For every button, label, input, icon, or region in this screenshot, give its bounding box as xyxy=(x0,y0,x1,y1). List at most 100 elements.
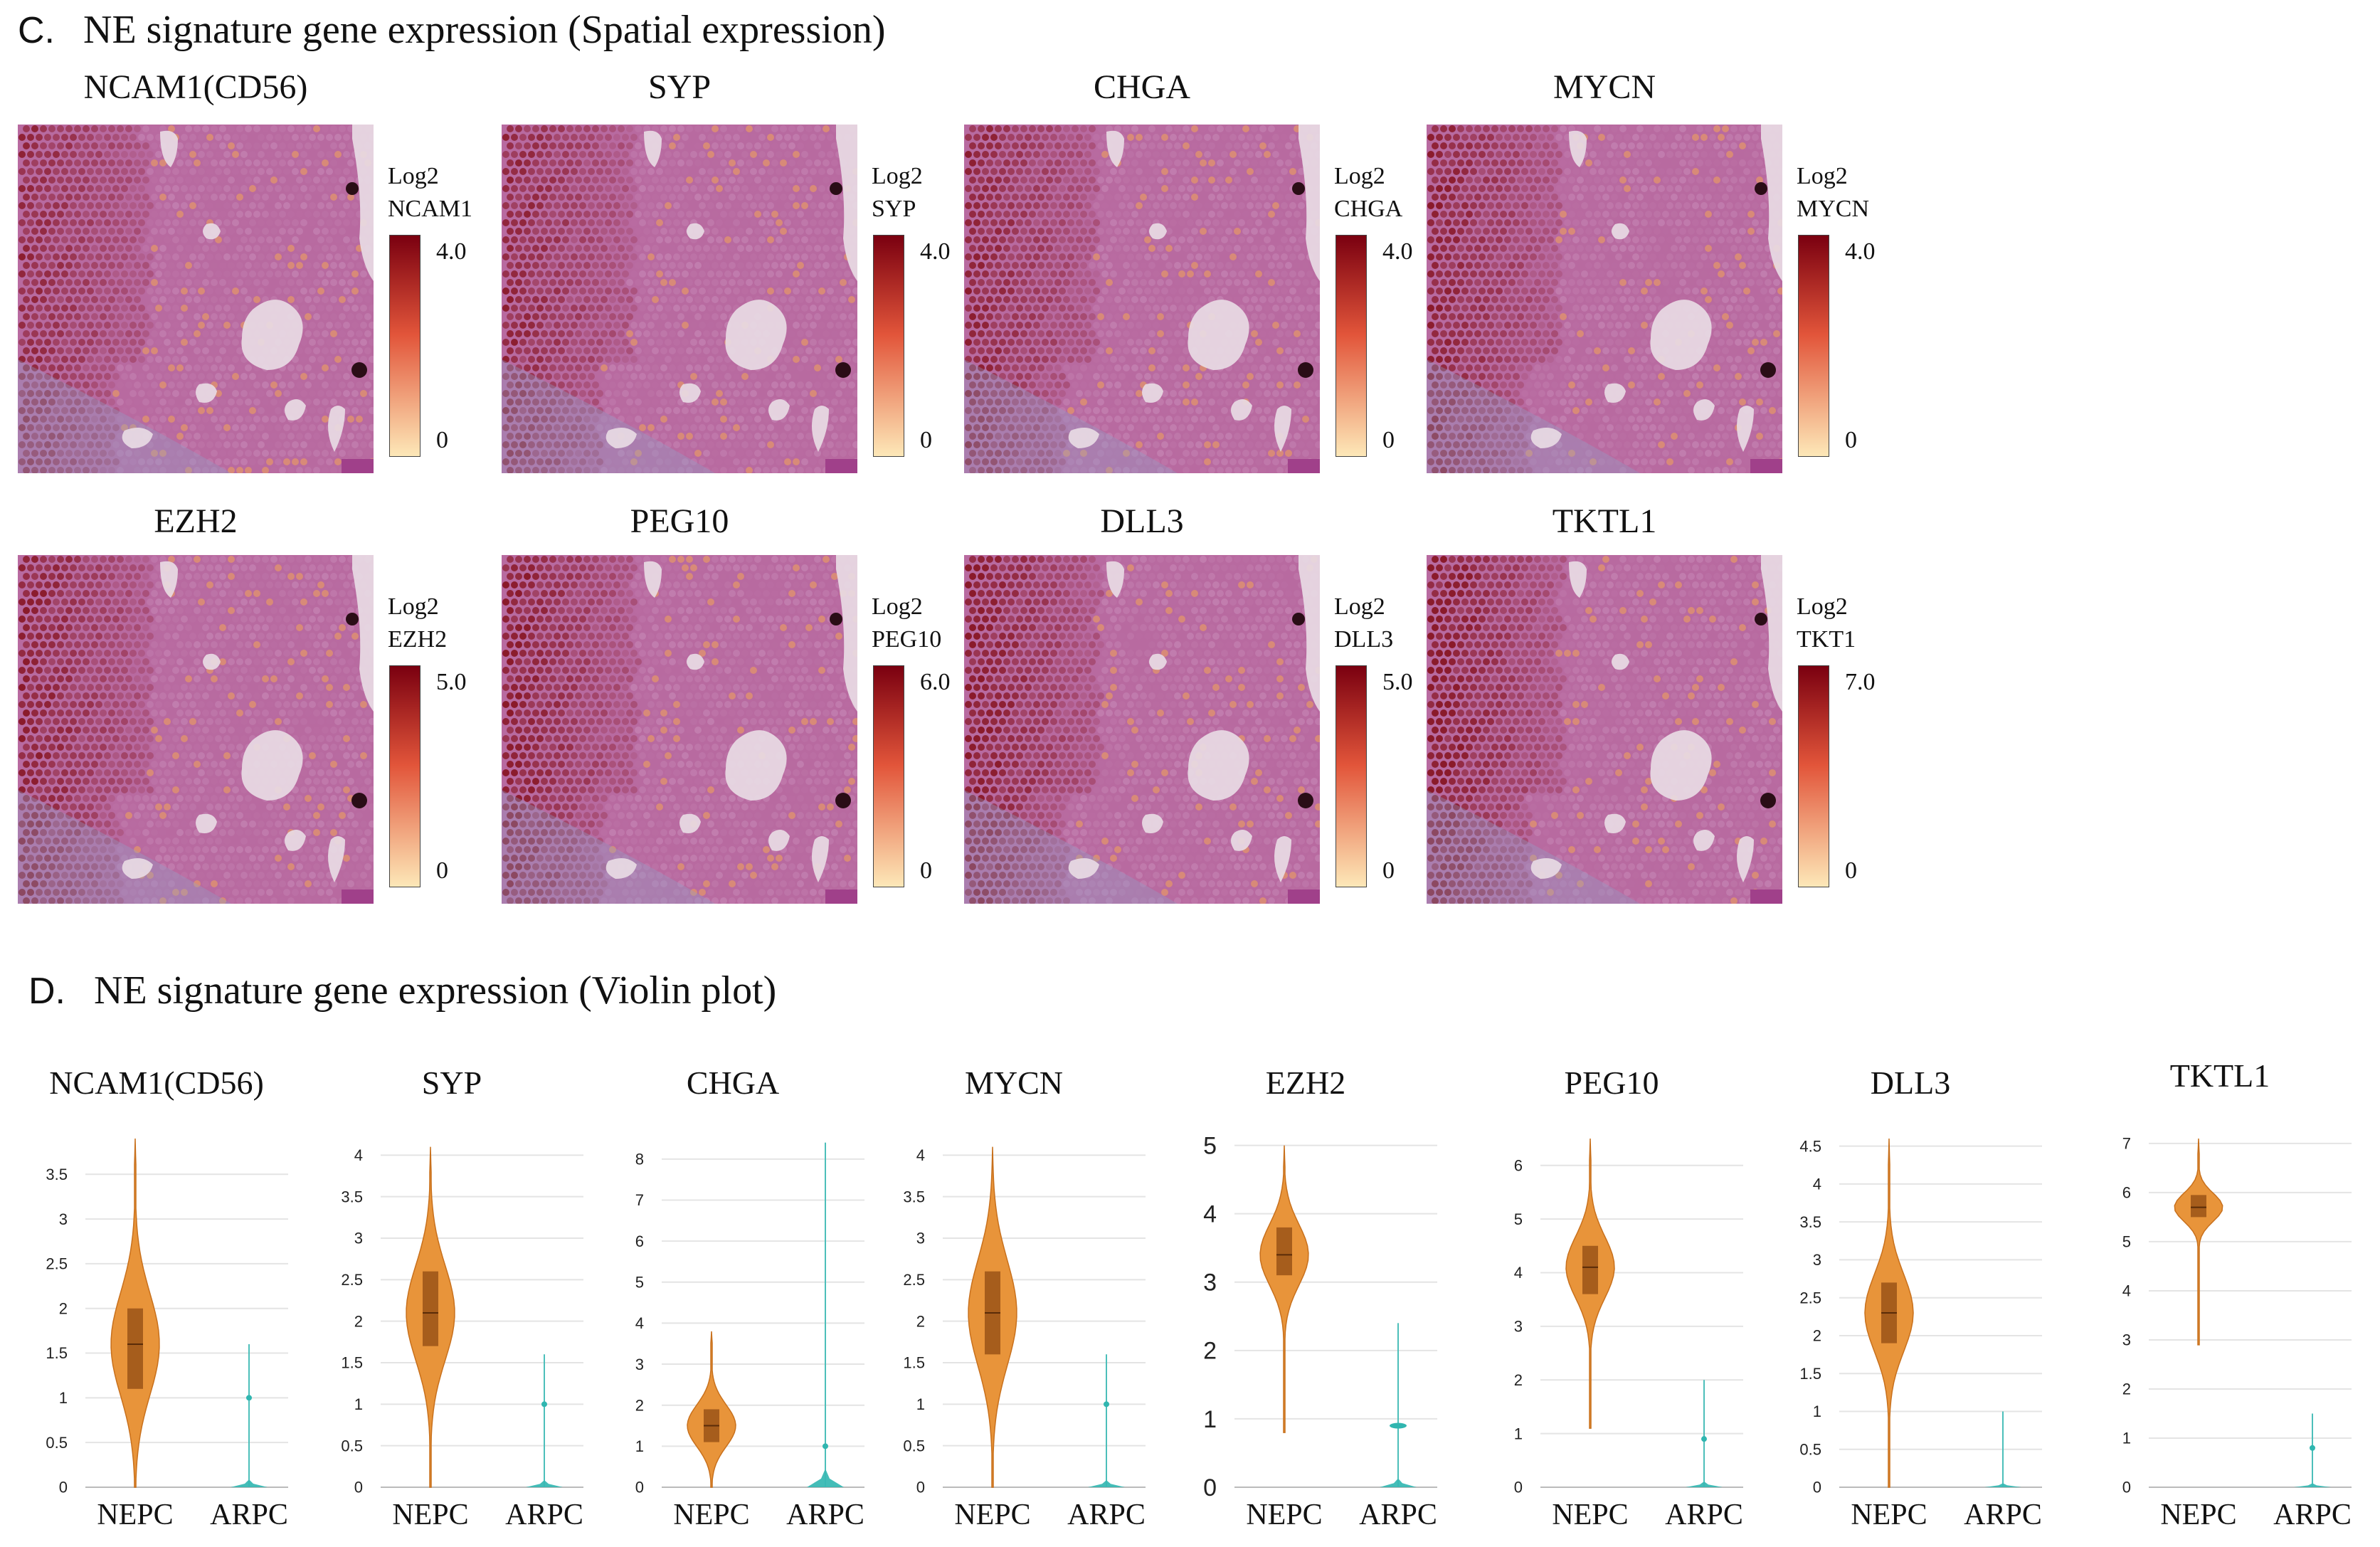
y-tick-label: 4 xyxy=(1514,1264,1523,1282)
colorbar-min-label: 0 xyxy=(920,427,932,453)
point-arpc xyxy=(541,1401,547,1408)
colorbar-min-label: 0 xyxy=(1382,857,1395,884)
x-category-label: NEPC xyxy=(954,1499,1030,1531)
colorbar-gradient xyxy=(389,665,421,887)
y-tick-label: 1 xyxy=(1203,1406,1217,1433)
colorbar-gradient xyxy=(1798,235,1829,457)
violin-nepc xyxy=(2174,1138,2223,1346)
y-tick-label: 1 xyxy=(354,1395,363,1413)
colorbar-gene: MYCN xyxy=(1797,196,1870,222)
y-tick-label: 4 xyxy=(2122,1282,2131,1300)
box-nepc xyxy=(2191,1195,2206,1218)
y-tick-label: 0 xyxy=(2122,1479,2131,1496)
spatial-tissue-map xyxy=(502,125,857,473)
y-tick-label: 1 xyxy=(1813,1403,1821,1420)
y-tick-label: 3 xyxy=(1813,1251,1821,1269)
colorbar-max-label: 4.0 xyxy=(1845,238,1876,265)
y-tick-label: 3 xyxy=(916,1230,925,1247)
spatial-panel-title: CHGA xyxy=(1093,68,1190,106)
y-tick-label: 5 xyxy=(2122,1233,2131,1251)
y-tick-label: 1 xyxy=(916,1395,925,1413)
y-tick-label: 0 xyxy=(1203,1474,1217,1501)
colorbar-gene: NCAM1 xyxy=(388,196,473,222)
colorbar-max-label: 4.0 xyxy=(436,238,467,265)
y-tick-label: 3 xyxy=(1203,1269,1217,1297)
violin-title: EZH2 xyxy=(1265,1065,1346,1101)
colorbar-prefix: Log2 xyxy=(1334,163,1385,189)
colorbar-gene: SYP xyxy=(872,196,916,222)
box-nepc xyxy=(423,1271,438,1346)
colorbar-gradient xyxy=(389,235,421,457)
colorbar-prefix: Log2 xyxy=(1797,163,1848,189)
violin-title: MYCN xyxy=(964,1065,1064,1101)
colorbar-prefix: Log2 xyxy=(388,163,439,189)
y-tick-label: 2.5 xyxy=(341,1271,363,1289)
section-d-heading: D. NE signature gene expression (Violin p… xyxy=(28,968,776,1013)
y-tick-label: 2.5 xyxy=(1799,1289,1821,1306)
y-tick-label: 3 xyxy=(2122,1331,2131,1349)
violin-plot: 0 1 2 3 4 5 6 7 8 NEPC ARPC xyxy=(598,1124,868,1537)
x-category-label: NEPC xyxy=(1851,1499,1927,1531)
y-tick-label: 0 xyxy=(916,1479,925,1496)
violin-arpc xyxy=(807,1142,844,1487)
colorbar-label: Log2 CHGA xyxy=(1334,160,1402,226)
section-c-letter: C. xyxy=(18,10,55,51)
y-tick-label: 1 xyxy=(1514,1425,1523,1442)
violin-plot: 0 1 2 3 4 5 NEPC ARPC xyxy=(1170,1124,1441,1537)
violin-plot: 0 1 2 3 4 5 6 7 NEPC ARPC xyxy=(2085,1124,2355,1537)
x-category-label: ARPC xyxy=(1665,1499,1743,1531)
violin-arpc xyxy=(1088,1354,1125,1487)
box-nepc xyxy=(127,1308,143,1389)
y-tick-label: 2 xyxy=(916,1312,925,1330)
y-tick-label: 2 xyxy=(59,1299,68,1317)
colorbar-max-label: 6.0 xyxy=(920,669,951,695)
colorbar-gradient xyxy=(873,665,904,887)
colorbar-gene: EZH2 xyxy=(388,626,448,653)
y-tick-label: 1 xyxy=(2122,1430,2131,1447)
spatial-tissue-map xyxy=(18,125,374,473)
y-tick-label: 5 xyxy=(1514,1210,1523,1228)
box-nepc xyxy=(1582,1245,1598,1294)
colorbar-prefix: Log2 xyxy=(388,593,439,620)
spatial-tissue-map xyxy=(964,125,1320,473)
violin-arpc xyxy=(1686,1380,1723,1487)
y-tick-label: 3.5 xyxy=(903,1188,925,1205)
colorbar-label: Log2 SYP xyxy=(872,160,923,226)
y-tick-label: 1.5 xyxy=(903,1354,925,1372)
y-tick-label: 3 xyxy=(1514,1318,1523,1336)
spatial-panel-title: MYCN xyxy=(1553,68,1656,106)
colorbar-label: Log2 DLL3 xyxy=(1334,591,1393,656)
spatial-panel-title: PEG10 xyxy=(630,502,729,540)
colorbar-prefix: Log2 xyxy=(1797,593,1848,620)
section-d-title: NE signature gene expression (Violin plo… xyxy=(94,968,777,1013)
colorbar-label: Log2 MYCN xyxy=(1797,160,1869,226)
colorbar-max-label: 5.0 xyxy=(436,669,467,695)
y-tick-label: 2 xyxy=(1203,1338,1217,1365)
y-tick-label: 3 xyxy=(354,1230,363,1247)
y-tick-label: 5 xyxy=(1203,1133,1217,1160)
spatial-panel-title: SYP xyxy=(647,68,712,106)
y-tick-label: 6 xyxy=(635,1232,644,1250)
colorbar: Log2 DLL3 5.0 0 xyxy=(1334,591,1441,904)
x-category-label: NEPC xyxy=(2160,1499,2236,1531)
y-tick-label: 3 xyxy=(635,1356,644,1373)
colorbar-min-label: 0 xyxy=(1845,427,1857,453)
colorbar-gradient xyxy=(873,235,904,457)
y-tick-label: 7 xyxy=(635,1191,644,1209)
y-tick-label: 0.5 xyxy=(903,1437,925,1454)
colorbar-gene: TKT1 xyxy=(1797,626,1856,653)
colorbar-min-label: 0 xyxy=(1845,857,1857,884)
violin-nepc xyxy=(1259,1145,1309,1433)
spatial-panel-title: EZH2 xyxy=(154,502,238,540)
y-tick-label: 1.5 xyxy=(341,1354,363,1372)
colorbar-gene: CHGA xyxy=(1334,196,1403,222)
spatial-panel-title: TKTL1 xyxy=(1552,502,1657,540)
x-category-label: ARPC xyxy=(505,1499,583,1531)
section-c-title: NE signature gene expression (Spatial ex… xyxy=(83,8,886,52)
violin-plot: 0 0.5 1 1.5 2 2.5 3 3.5 4 NEPC ARPC xyxy=(317,1124,587,1537)
spatial-tissue-map xyxy=(1427,555,1782,904)
colorbar-max-label: 7.0 xyxy=(1845,669,1876,695)
y-tick-label: 1 xyxy=(59,1389,68,1407)
colorbar: Log2 NCAM1 4.0 0 xyxy=(388,160,494,473)
point-arpc xyxy=(2310,1445,2315,1451)
